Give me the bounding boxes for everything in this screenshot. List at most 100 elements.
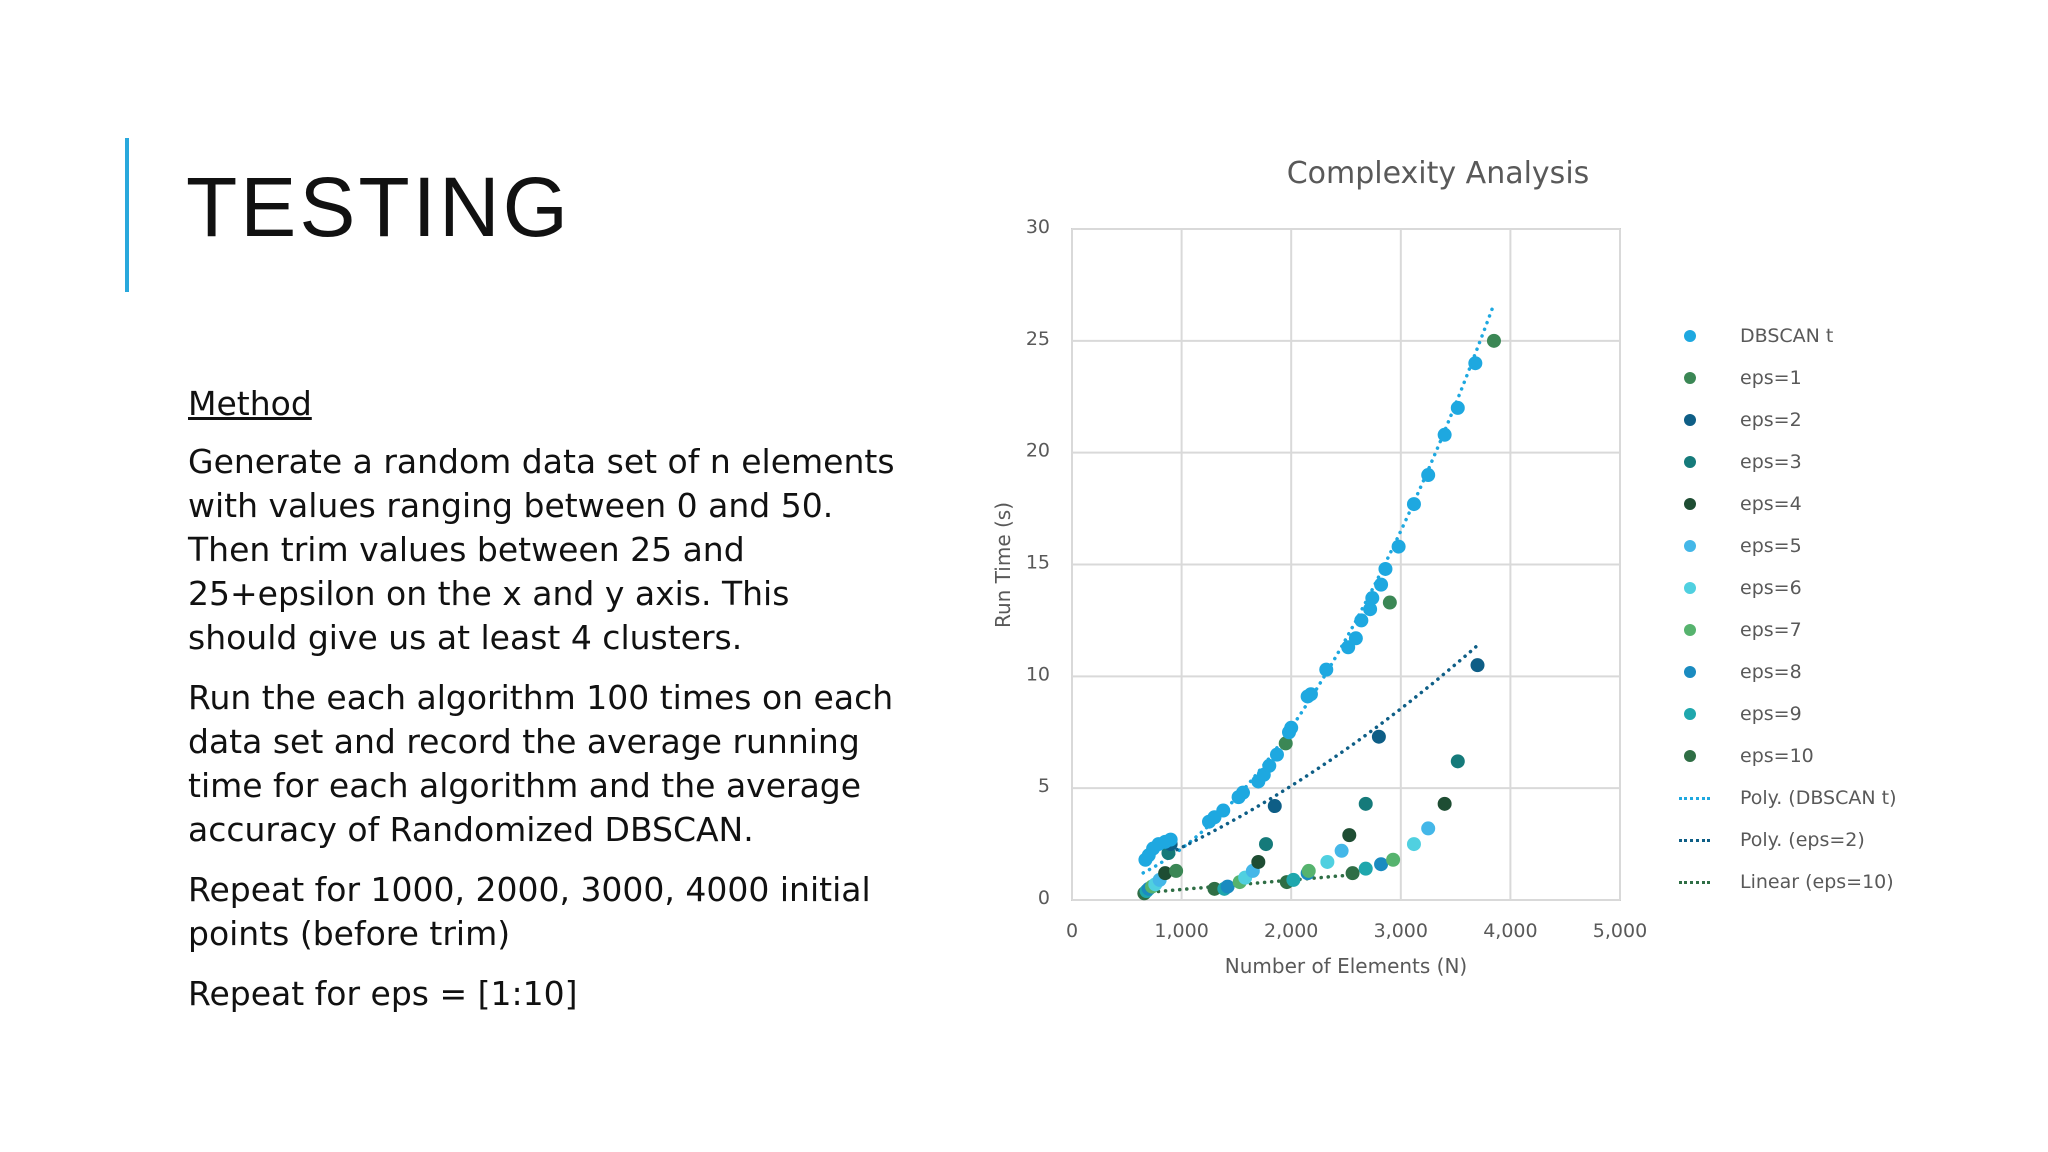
data-point [1363, 602, 1378, 617]
legend-label: eps=10 [1740, 745, 1814, 767]
data-point [1348, 631, 1363, 646]
legend-label: eps=6 [1740, 577, 1802, 599]
method-text-block: Method Generate a random data set of n e… [188, 382, 908, 1032]
data-point [1486, 333, 1501, 348]
paragraph-repeat-eps: Repeat for eps = [1:10] [188, 974, 578, 1013]
legend-label: eps=7 [1740, 619, 1802, 641]
data-point [1220, 879, 1235, 894]
title-accent-bar [125, 138, 129, 292]
legend-label: Poly. (eps=2) [1740, 829, 1865, 851]
trendline [1141, 302, 1496, 875]
x-tick-label: 4,000 [1483, 920, 1537, 942]
data-points [1137, 333, 1501, 901]
legend-dot-icon [1684, 750, 1696, 762]
data-point [1468, 356, 1483, 371]
chart-gridlines [1071, 228, 1621, 901]
legend-label: eps=9 [1740, 703, 1802, 725]
legend-label: eps=8 [1740, 661, 1802, 683]
data-point [1235, 785, 1250, 800]
data-point [1269, 747, 1284, 762]
legend-label: eps=2 [1740, 409, 1802, 431]
data-point [1169, 863, 1184, 878]
y-tick-label: 10 [1026, 663, 1050, 685]
data-point [1301, 863, 1316, 878]
data-point [1365, 591, 1380, 606]
data-point [1251, 854, 1266, 869]
legend-item: eps=6 [1670, 567, 1802, 609]
legend-dot-icon [1684, 456, 1696, 468]
chart-title: Complexity Analysis [1286, 156, 1590, 191]
legend-dot-icon [1684, 498, 1696, 510]
data-point [1382, 595, 1397, 610]
legend-label: eps=1 [1740, 367, 1802, 389]
data-point [1421, 821, 1436, 836]
data-point [1374, 577, 1389, 592]
legend-item: DBSCAN t [1670, 315, 1833, 357]
trendline [1142, 873, 1353, 895]
data-point [1284, 720, 1299, 735]
data-point [1158, 866, 1173, 881]
legend-item: eps=7 [1670, 609, 1802, 651]
legend-item: eps=8 [1670, 651, 1802, 693]
y-tick-label: 25 [1026, 328, 1050, 350]
legend-item: eps=9 [1670, 693, 1802, 735]
data-point [1378, 561, 1393, 576]
data-point [1421, 468, 1436, 483]
data-point [1450, 754, 1465, 769]
y-tick-label: 30 [1026, 216, 1050, 238]
data-point [1267, 799, 1282, 814]
legend-dotted-line-icon [1679, 796, 1710, 800]
data-point [1216, 803, 1231, 818]
legend-item: eps=4 [1670, 483, 1802, 525]
trendline [1168, 643, 1480, 855]
data-point [1345, 866, 1360, 881]
legend-item: Poly. (DBSCAN t) [1670, 777, 1896, 819]
legend-label: eps=3 [1740, 451, 1802, 473]
y-axis-ticks: 0 5 10 15 20 25 30 [1026, 216, 1050, 909]
legend-dot-icon [1684, 540, 1696, 552]
data-point [1386, 852, 1401, 867]
paragraph-generate: Generate a random data set of n elements… [188, 442, 895, 657]
trendlines [1141, 302, 1496, 895]
y-tick-label: 15 [1026, 552, 1050, 574]
slide-title: TESTING [186, 160, 572, 254]
legend-item: eps=5 [1670, 525, 1802, 567]
legend-dot-icon [1684, 414, 1696, 426]
y-tick-label: 0 [1038, 887, 1050, 909]
data-point [1286, 872, 1301, 887]
method-heading: Method [188, 384, 312, 423]
data-point [1342, 828, 1357, 843]
x-tick-label: 3,000 [1374, 920, 1428, 942]
data-point [1163, 832, 1178, 847]
data-point [1334, 843, 1349, 858]
data-point [1320, 854, 1335, 869]
legend-label: DBSCAN t [1740, 325, 1834, 347]
x-tick-label: 5,000 [1593, 920, 1647, 942]
x-axis-label: Number of Elements (N) [1225, 954, 1467, 978]
legend-item: eps=3 [1670, 441, 1802, 483]
legend-dot-icon [1684, 666, 1696, 678]
x-axis-ticks: 0 1,000 2,000 3,000 4,000 5,000 [1066, 920, 1647, 942]
data-point [1207, 881, 1222, 896]
legend-item: Poly. (eps=2) [1670, 819, 1865, 861]
data-point [1358, 861, 1373, 876]
data-point [1262, 758, 1277, 773]
legend-dot-icon [1684, 582, 1696, 594]
data-point [1354, 613, 1369, 628]
legend-label: Linear (eps=10) [1740, 871, 1894, 893]
legend-item: eps=10 [1670, 735, 1814, 777]
legend-dot-icon [1684, 708, 1696, 720]
x-tick-label: 0 [1066, 920, 1078, 942]
y-axis-label: Run Time (s) [991, 502, 1015, 628]
data-point [1258, 837, 1273, 852]
data-point [1437, 427, 1452, 442]
data-point [1278, 736, 1293, 751]
data-point [1358, 796, 1373, 811]
data-point [1406, 837, 1421, 852]
data-point [1303, 687, 1318, 702]
x-tick-label: 2,000 [1264, 920, 1318, 942]
legend-label: eps=4 [1740, 493, 1802, 515]
data-point [1406, 497, 1421, 512]
data-point [1371, 729, 1386, 744]
